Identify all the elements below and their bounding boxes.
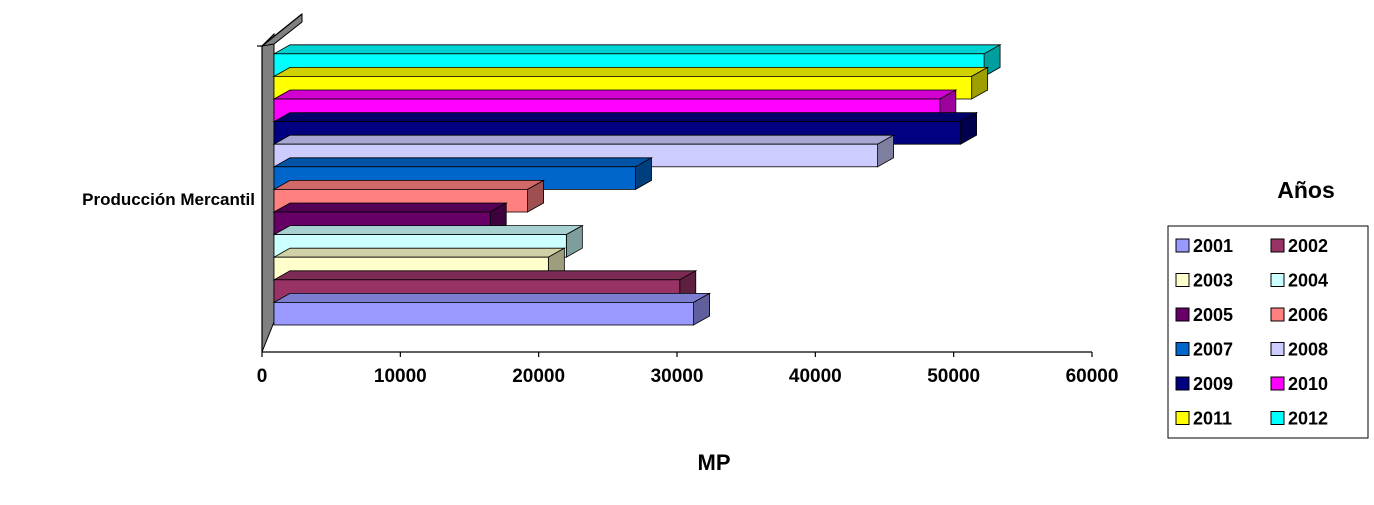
x-tick-label: 50000: [927, 366, 980, 387]
legend-item-2010: 2010: [1270, 374, 1328, 394]
bar-front-2001: [273, 301, 695, 326]
legend-label: 2001: [1193, 236, 1233, 256]
legend-item-2004: 2004: [1270, 271, 1328, 291]
wall-edge: [261, 13, 303, 47]
legend-swatch: [1270, 307, 1285, 322]
bar-top-2008: [272, 134, 896, 145]
bar-top-2010: [272, 89, 958, 100]
x-tick-group: 0 10000 20000 30000 40000 50000 60000: [257, 352, 1119, 387]
legend-label: 2004: [1288, 271, 1328, 291]
legend-label: 2011: [1193, 409, 1232, 429]
legend-label: 2012: [1288, 409, 1328, 429]
x-tick-label: 20000: [512, 366, 565, 387]
legend-label: 2005: [1193, 305, 1233, 325]
x-tick-label: 40000: [789, 366, 842, 387]
legend-swatch: [1175, 342, 1190, 356]
legend-swatch: [1270, 411, 1285, 425]
side-wall: [261, 32, 275, 353]
legend-item-2002: 2002: [1270, 236, 1328, 256]
bar-top-2012: [272, 44, 1002, 55]
bar-2001: [272, 292, 712, 326]
bar-top-2007: [272, 157, 654, 168]
bar-top-2009: [272, 112, 979, 122]
legend-box: [1167, 225, 1369, 439]
legend-item-2005: 2005: [1175, 305, 1233, 325]
legend-label: 2002: [1288, 236, 1328, 256]
bar-top-2003: [272, 247, 566, 258]
legend-item-2009: 2009: [1175, 374, 1233, 394]
legend-label: 2007: [1193, 340, 1233, 360]
legend-label: 2009: [1193, 374, 1233, 394]
legend-swatch: [1175, 307, 1190, 322]
legend-item-2007: 2007: [1175, 340, 1233, 360]
legend-label: 2006: [1288, 305, 1328, 325]
legend-swatch: [1270, 376, 1285, 391]
legend-item-2008: 2008: [1270, 340, 1328, 360]
bar-top-2011: [272, 67, 990, 77]
bar-top-2005: [272, 202, 508, 213]
legend-swatch: [1175, 238, 1190, 253]
legend-item-2012: 2012: [1270, 409, 1328, 429]
bar-top-2001: [272, 292, 712, 303]
x-tick-label: 60000: [1066, 366, 1119, 387]
legend-swatch: [1270, 273, 1285, 287]
bar-top-2006: [272, 179, 546, 190]
legend-label: 2008: [1288, 340, 1328, 360]
category-label: Producción Mercantil: [82, 190, 255, 209]
bar-top-2004: [272, 225, 584, 236]
bar-top-2002: [272, 270, 698, 281]
bar-series-group: [272, 44, 1002, 326]
chart-walls: [257, 12, 303, 353]
legend-item-2011: 2011: [1175, 409, 1232, 429]
legend-item-2006: 2006: [1270, 305, 1328, 325]
x-tick-label: 0: [257, 366, 268, 387]
legend-swatch: [1175, 376, 1190, 391]
x-axis-title: MP: [698, 450, 731, 475]
x-tick-label: 10000: [374, 366, 427, 387]
legend-title: Años: [1277, 177, 1335, 203]
legend-item-2001: 2001: [1175, 236, 1233, 256]
legend-swatch: [1175, 273, 1190, 287]
legend: 2001 2002 2003 2004 2005 2006 2007 2008 2009 2010…: [1167, 225, 1369, 439]
legend-swatch: [1175, 411, 1190, 425]
legend-label: 2003: [1193, 271, 1233, 291]
legend-item-2003: 2003: [1175, 271, 1233, 291]
legend-label: 2010: [1288, 374, 1328, 394]
legend-swatch: [1270, 238, 1285, 253]
legend-swatch: [1270, 342, 1285, 356]
x-tick-label: 30000: [651, 366, 704, 387]
